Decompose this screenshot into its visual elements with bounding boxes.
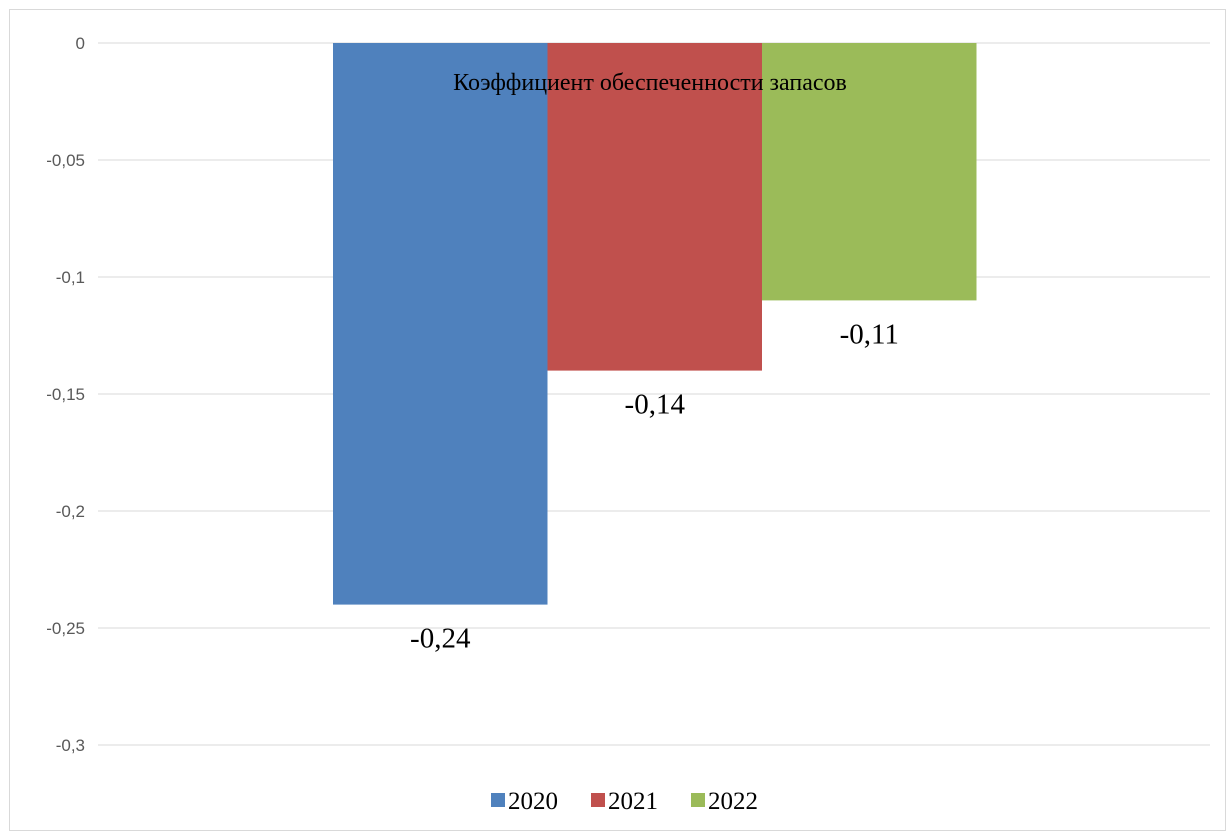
bar-2020 [333, 43, 548, 605]
legend-swatch-2021 [591, 793, 605, 807]
data-labels: -0,24 -0,14 -0,11 [410, 318, 899, 654]
y-tick-label: -0,2 [56, 502, 85, 521]
y-tick-label: -0,15 [46, 385, 85, 404]
legend-swatch-2020 [491, 793, 505, 807]
bars [333, 43, 977, 605]
y-tick-label: -0,3 [56, 736, 85, 755]
legend: 2020 2021 2022 [491, 788, 758, 815]
data-label-2020: -0,24 [410, 623, 471, 655]
y-tick-label: -0,1 [56, 268, 85, 287]
bar-2021 [547, 43, 762, 371]
gridlines [98, 42, 1210, 746]
legend-swatch-2022 [691, 793, 705, 807]
y-axis-tick-labels: 0 -0,05 -0,1 -0,15 -0,2 -0,25 -0,3 [46, 34, 85, 755]
y-tick-label: -0,25 [46, 619, 85, 638]
data-label-2022: -0,11 [840, 318, 899, 350]
bar-2022 [762, 43, 977, 301]
legend-label-2020: 2020 [508, 788, 558, 815]
legend-label-2022: 2022 [708, 788, 758, 815]
data-label-2021: -0,14 [625, 389, 686, 421]
y-tick-label: -0,05 [46, 151, 85, 170]
y-tick-label: 0 [76, 34, 85, 53]
chart-title: Коэффициент обеспеченности запасов [453, 70, 847, 96]
legend-label-2021: 2021 [608, 788, 658, 815]
